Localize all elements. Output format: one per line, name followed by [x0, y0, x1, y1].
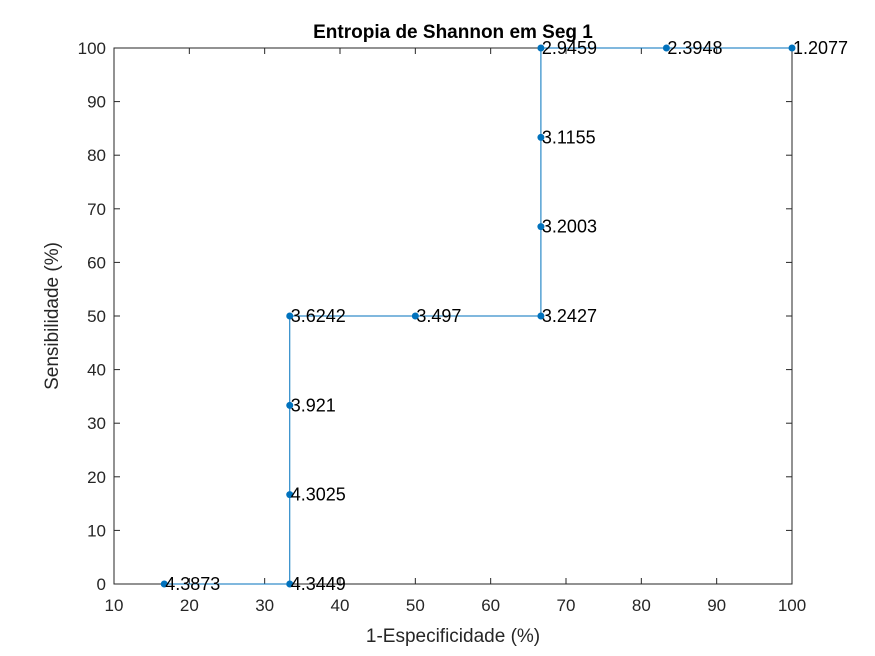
x-axis-label: 1-Especificidade (%) [366, 626, 540, 647]
data-point [286, 580, 294, 588]
y-tick-label: 70 [87, 200, 106, 219]
data-point [286, 401, 294, 409]
x-tick-label: 70 [557, 596, 576, 615]
y-tick-label: 0 [97, 575, 106, 594]
x-tick-label: 50 [406, 596, 425, 615]
data-point-label: 3.1155 [542, 127, 596, 147]
data-point [537, 223, 545, 231]
y-tick-label: 10 [87, 521, 106, 540]
data-point [537, 133, 545, 141]
data-point-label: 2.3948 [667, 38, 722, 58]
ticks-layer: 10 20 30 40 50 60 70 80 90 100 0 10 20 30 40 50 60 70 80 90… [78, 39, 807, 615]
data-labels-layer: 4.3873 4.3449 4.3025 3.921 3.6242 3.497 3.2427… [165, 38, 848, 594]
data-point-label: 2.9459 [542, 38, 597, 58]
data-point [286, 491, 294, 499]
data-point [537, 44, 545, 52]
x-tick-label: 10 [105, 596, 124, 615]
y-tick-label: 100 [78, 39, 106, 58]
x-tick-label: 90 [707, 596, 726, 615]
y-tick-label: 90 [87, 93, 106, 112]
y-tick-label: 40 [87, 361, 106, 380]
data-point [788, 44, 796, 52]
y-tick-label: 60 [87, 253, 106, 272]
x-tick-label: 100 [778, 596, 806, 615]
data-point [662, 44, 670, 52]
data-point-label: 3.497 [416, 306, 461, 326]
y-tick-label: 20 [87, 468, 106, 487]
x-tick-label: 20 [180, 596, 199, 615]
data-point-label: 4.3449 [291, 574, 346, 594]
y-tick-label: 80 [87, 146, 106, 165]
x-tick-label: 30 [255, 596, 274, 615]
data-point-label: 3.6242 [291, 306, 346, 326]
data-point [411, 312, 419, 320]
series-layer [160, 44, 796, 588]
data-point-label: 1.2077 [793, 38, 848, 58]
data-point-label: 4.3025 [291, 485, 346, 505]
y-tick-label: 30 [87, 414, 106, 433]
y-axis-label: Sensibilidade (%) [42, 242, 63, 390]
x-tick-label: 80 [632, 596, 651, 615]
data-point [286, 312, 294, 320]
x-tick-label: 60 [481, 596, 500, 615]
series-line [164, 47, 792, 585]
data-point-label: 3.921 [291, 395, 336, 415]
data-point-label: 3.2003 [542, 217, 597, 237]
y-tick-label: 50 [87, 307, 106, 326]
data-point-label: 4.3873 [165, 574, 220, 594]
x-tick-label: 40 [331, 596, 350, 615]
data-point [537, 312, 545, 320]
chart-title: Entropia de Shannon em Seg 1 [313, 22, 593, 43]
data-point [160, 580, 168, 588]
data-point-label: 3.2427 [542, 306, 597, 326]
